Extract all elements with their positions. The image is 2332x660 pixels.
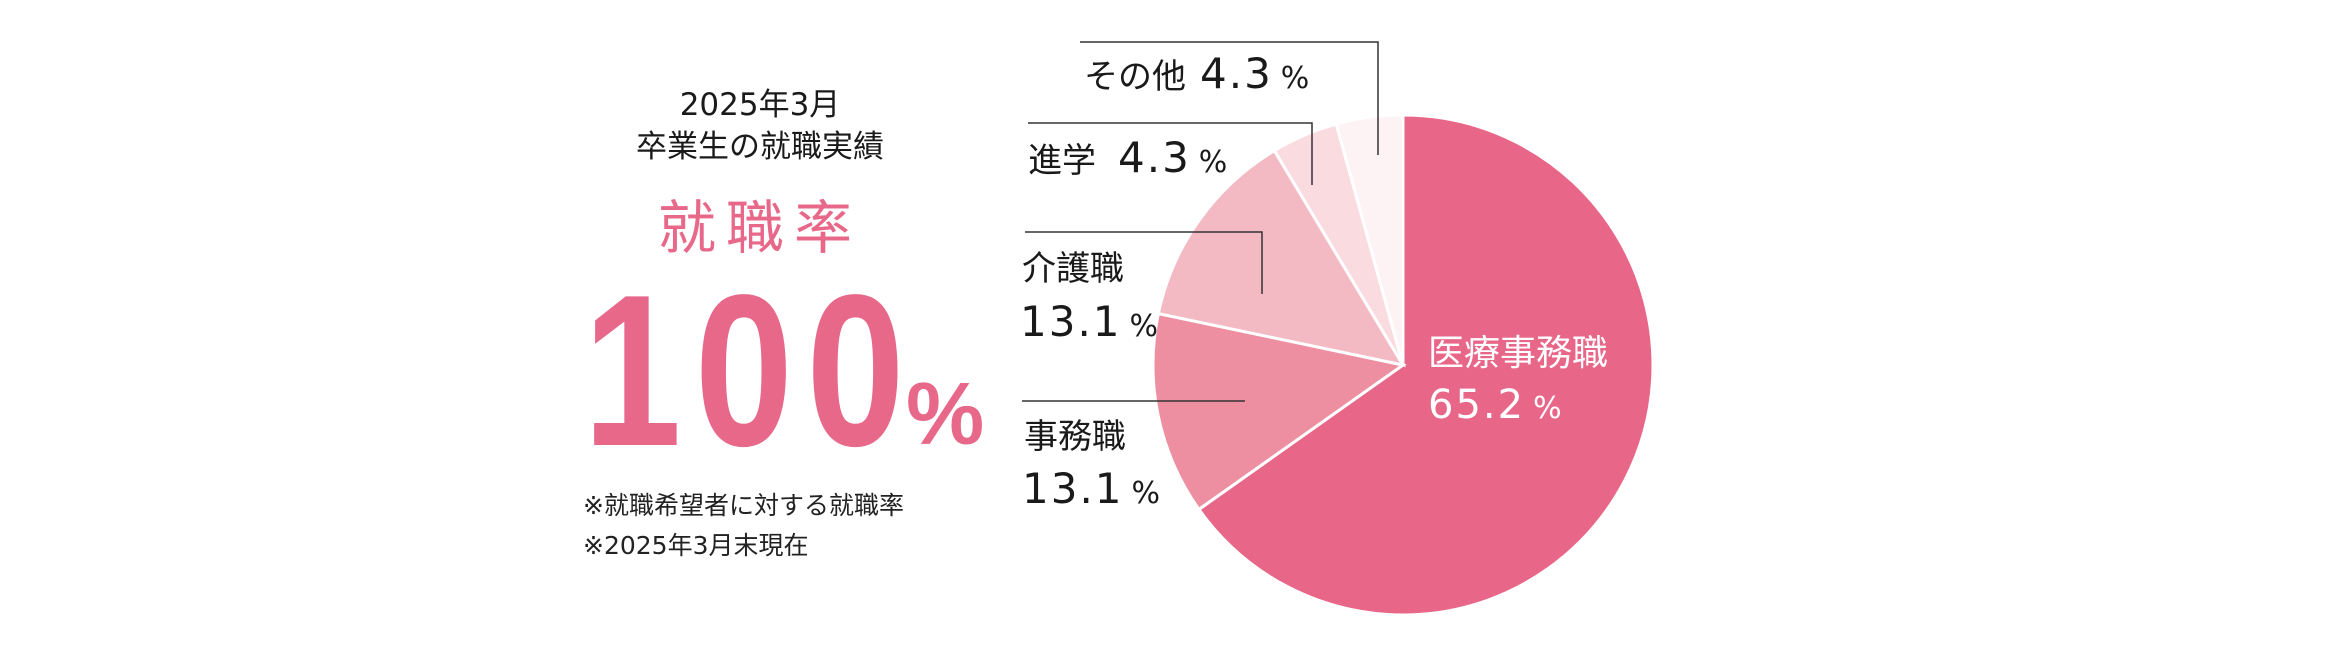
rate-unit: % bbox=[906, 364, 985, 463]
pie-slice-2 bbox=[1151, 311, 1407, 512]
pie-slice-5 bbox=[1334, 113, 1405, 366]
header-year: 2025年3月 bbox=[679, 87, 841, 123]
slice-label-name-3: 介護職 bbox=[1022, 249, 1124, 289]
leader-line-3 bbox=[1025, 231, 1263, 294]
note-2: ※2025年3月末現在 bbox=[583, 531, 809, 560]
slice-label-name-4: 進学 bbox=[1028, 141, 1096, 181]
leader-line-4 bbox=[1028, 122, 1313, 185]
slice-label-name-5: その他 bbox=[1084, 57, 1186, 97]
pie-slice-3 bbox=[1156, 148, 1407, 368]
slice-label-value-5: 4.3% bbox=[1200, 49, 1309, 98]
slice-label-value-1: 65.2% bbox=[1428, 382, 1562, 428]
rate-label: 就職率 bbox=[657, 194, 862, 262]
pie-slice-1 bbox=[1196, 113, 1655, 617]
leader-line-5 bbox=[1080, 41, 1379, 155]
slice-label-name-2: 事務職 bbox=[1024, 417, 1126, 457]
slice-label-name-1: 医療事務職 bbox=[1428, 333, 1608, 374]
note-1: ※就職希望者に対する就職率 bbox=[583, 491, 904, 520]
slice-label-value-4: 4.3% bbox=[1118, 133, 1227, 182]
header-subtitle: 卒業生の就職実績 bbox=[636, 129, 884, 165]
rate-value: 100 bbox=[583, 249, 918, 491]
summary-block: 2025年3月 卒業生の就職実績 就職率 bbox=[560, 84, 960, 264]
slice-label-value-2: 13.1% bbox=[1022, 464, 1160, 513]
slice-label-value-3: 13.1% bbox=[1020, 297, 1158, 346]
